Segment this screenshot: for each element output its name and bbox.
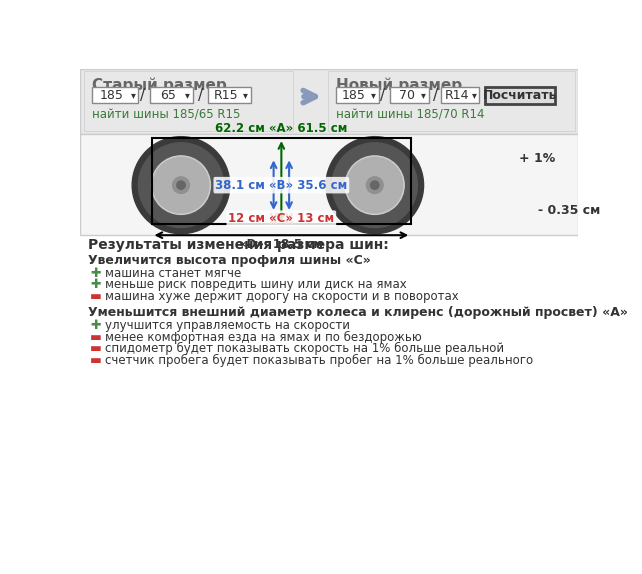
- Text: ▾: ▾: [421, 90, 426, 100]
- FancyBboxPatch shape: [80, 69, 578, 134]
- Text: 65: 65: [160, 88, 176, 102]
- Text: улучшится управляемость на скорости: улучшится управляемость на скорости: [105, 319, 350, 332]
- Text: спидометр будет показывать скорость на 1% больше реальной: спидометр будет показывать скорость на 1…: [105, 342, 504, 355]
- Text: 38.1 см «B» 35.6 см: 38.1 см «B» 35.6 см: [215, 179, 347, 192]
- Text: Посчитать: Посчитать: [482, 88, 557, 102]
- FancyBboxPatch shape: [92, 87, 139, 103]
- Text: ▬: ▬: [90, 354, 101, 367]
- Text: ▾: ▾: [243, 90, 248, 100]
- Text: ▾: ▾: [130, 90, 135, 100]
- FancyBboxPatch shape: [485, 87, 555, 103]
- Text: «D»: 18.5 см: «D»: 18.5 см: [239, 238, 324, 250]
- Text: 12 см «C» 13 см: 12 см «C» 13 см: [229, 212, 334, 225]
- Text: 185: 185: [342, 88, 366, 102]
- Text: ✚: ✚: [91, 319, 101, 332]
- Circle shape: [173, 177, 189, 193]
- Text: /: /: [140, 88, 145, 103]
- Text: Результаты изменения размера шин:: Результаты изменения размера шин:: [88, 238, 389, 253]
- Circle shape: [153, 157, 209, 213]
- FancyBboxPatch shape: [150, 87, 193, 103]
- Text: + 1%: + 1%: [519, 152, 555, 165]
- Text: /: /: [433, 88, 438, 103]
- Text: машина хуже держит дорогу на скорости и в поворотах: машина хуже держит дорогу на скорости и …: [105, 290, 459, 303]
- Text: ▬: ▬: [90, 290, 101, 303]
- Text: Новый размер: Новый размер: [336, 77, 462, 93]
- FancyBboxPatch shape: [336, 87, 379, 103]
- FancyBboxPatch shape: [440, 87, 480, 103]
- Circle shape: [367, 177, 383, 193]
- FancyBboxPatch shape: [208, 87, 251, 103]
- Text: счетчик пробега будет показывать пробег на 1% больше реального: счетчик пробега будет показывать пробег …: [105, 354, 533, 367]
- Text: найти шины 185/65 R15: найти шины 185/65 R15: [92, 109, 240, 122]
- Circle shape: [370, 181, 379, 189]
- FancyBboxPatch shape: [390, 87, 429, 103]
- Text: ▬: ▬: [90, 331, 101, 344]
- Text: 185: 185: [100, 88, 123, 102]
- Text: Уменьшится внешний диаметр колеса и клиренс (дорожный просвет) «А»: Уменьшится внешний диаметр колеса и клир…: [88, 306, 628, 319]
- Text: /: /: [380, 88, 385, 103]
- FancyBboxPatch shape: [84, 71, 293, 131]
- Circle shape: [132, 137, 230, 234]
- Circle shape: [345, 156, 404, 215]
- Text: 62.2 см «A» 61.5 см: 62.2 см «A» 61.5 см: [215, 122, 347, 135]
- Text: найти шины 185/70 R14: найти шины 185/70 R14: [336, 109, 485, 122]
- Text: ✚: ✚: [91, 267, 101, 280]
- Circle shape: [347, 157, 403, 213]
- Circle shape: [139, 143, 223, 227]
- Circle shape: [326, 137, 424, 234]
- Text: 70: 70: [399, 88, 415, 102]
- Text: R15: R15: [214, 88, 238, 102]
- FancyBboxPatch shape: [80, 134, 578, 235]
- Text: ▬: ▬: [90, 342, 101, 355]
- Text: менее комфортная езда на ямах и по бездорожью: менее комфортная езда на ямах и по бездо…: [105, 331, 422, 344]
- Text: Увеличится высота профиля шины «С»: Увеличится высота профиля шины «С»: [88, 254, 370, 267]
- Text: ▾: ▾: [185, 90, 189, 100]
- Text: R14: R14: [445, 88, 469, 102]
- Text: ✚: ✚: [91, 278, 101, 292]
- Text: меньше риск повредить шину или диск на ямах: меньше риск повредить шину или диск на я…: [105, 278, 407, 292]
- Text: Старый размер: Старый размер: [92, 77, 227, 93]
- Circle shape: [152, 156, 211, 215]
- Text: машина станет мягче: машина станет мягче: [105, 267, 241, 280]
- Text: ▾: ▾: [471, 90, 476, 100]
- FancyBboxPatch shape: [328, 71, 575, 131]
- Text: - 0.35 см: - 0.35 см: [537, 204, 600, 217]
- Text: /: /: [198, 88, 203, 103]
- Circle shape: [177, 181, 185, 189]
- Circle shape: [332, 143, 417, 227]
- Text: ▾: ▾: [371, 90, 376, 100]
